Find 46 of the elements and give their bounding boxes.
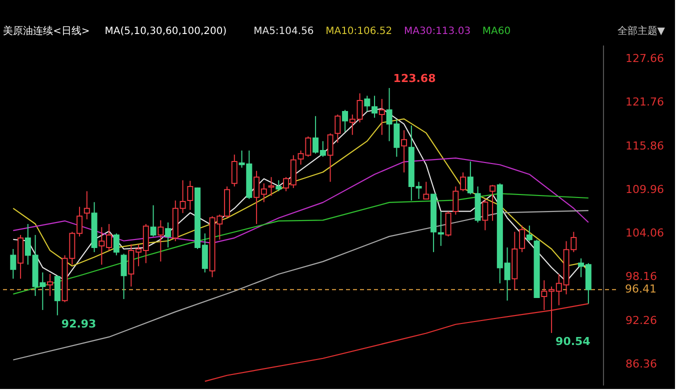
annotation: 123.68 — [393, 72, 436, 86]
candlestick — [276, 180, 282, 192]
chart-title: 美原油连续<日线> — [3, 25, 90, 37]
line-series — [12, 158, 589, 244]
candlestick — [334, 114, 341, 144]
y-tick-label: 104.06 — [626, 226, 664, 240]
candlestick — [490, 184, 496, 222]
candlestick — [187, 180, 194, 210]
y-tick-label: 98.16 — [626, 270, 657, 284]
line-series — [204, 303, 589, 382]
y-tick-label: 115.86 — [626, 139, 664, 152]
candlestick — [150, 204, 156, 238]
y-tick-label: 92.26 — [626, 314, 657, 327]
candlestick — [526, 225, 532, 242]
candlestick — [165, 222, 172, 248]
candlestick — [401, 130, 408, 173]
text: MA60 — [482, 26, 511, 37]
candlestick — [158, 220, 164, 262]
candlestick — [10, 248, 16, 280]
legend-title: MA(5,10,30,60,100,200) — [104, 26, 227, 37]
ref-line-label: 96.41 — [625, 282, 656, 296]
y-tick-label: 109.96 — [626, 182, 664, 196]
y-tick-label: 121.76 — [626, 96, 664, 109]
candlestick — [327, 132, 334, 182]
candlestick — [452, 186, 459, 216]
candlestick — [268, 176, 274, 196]
y-tick-label: 127.66 — [626, 52, 664, 66]
annotation: 92.93 — [61, 317, 96, 330]
text: MA5:104.56 — [254, 26, 314, 37]
annotation: 90.54 — [556, 334, 591, 348]
candlestick — [231, 154, 238, 187]
candlestick — [113, 232, 120, 256]
candlestick — [84, 190, 90, 220]
candlestick — [460, 172, 466, 192]
y-tick-label: 86.36 — [626, 357, 657, 370]
candlestick — [423, 181, 430, 200]
text: 全部主题▼ — [617, 25, 666, 37]
candlestick — [445, 210, 452, 238]
line-series — [12, 210, 589, 360]
text: MA10:106.52 — [326, 26, 392, 37]
text: MA30:113.03 — [404, 26, 471, 37]
candlestick — [342, 109, 348, 132]
candlestick — [482, 198, 488, 231]
candlestick — [47, 273, 54, 296]
candlestick — [378, 98, 385, 136]
candlestick — [120, 253, 127, 300]
